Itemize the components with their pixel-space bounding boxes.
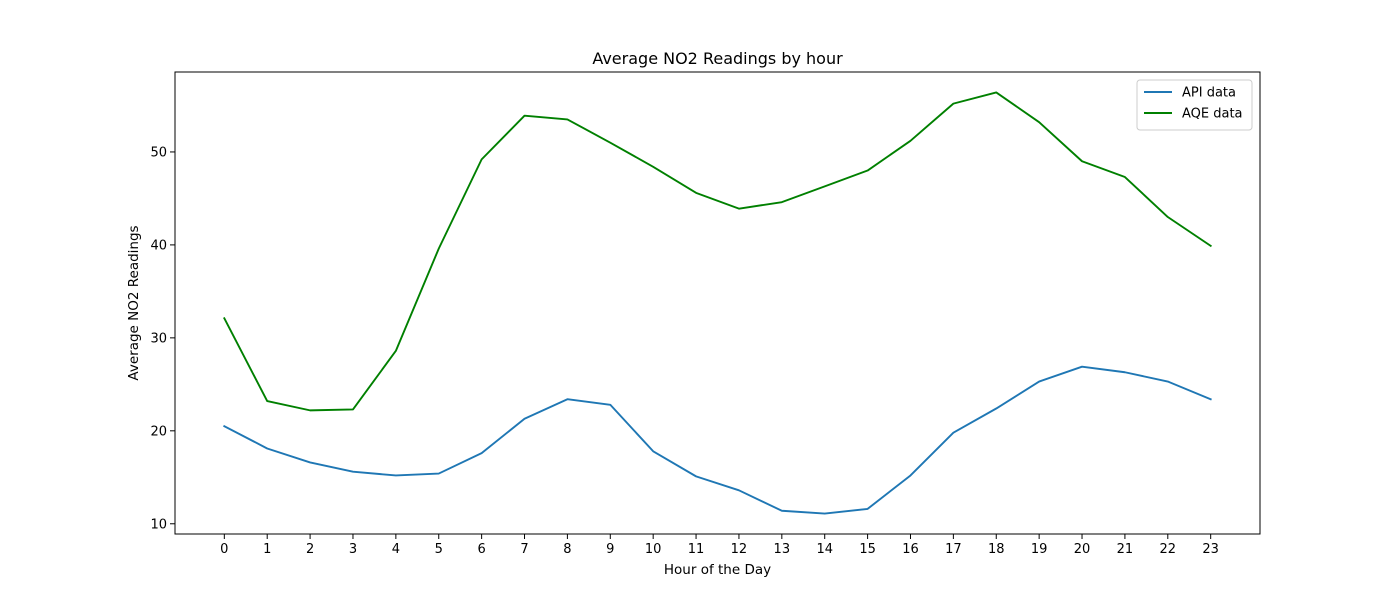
legend: API data AQE data [1136, 79, 1253, 131]
x-tick-label: 20 [1074, 542, 1091, 557]
x-tick-label: 11 [688, 542, 705, 557]
series-line-2 [223, 91, 1212, 412]
x-tick-label: 7 [520, 542, 528, 557]
x-axis-label: Hour of the Day [664, 562, 771, 578]
plot-area: 0 1 2 3 4 5 6 7 8 9 10 11 12 13 14 15 16 17 18 19 20 21 22 2310… [150, 71, 1261, 557]
y-tick-label: 30 [150, 331, 167, 346]
x-tick-label: 22 [1160, 542, 1177, 557]
x-tick-label: 13 [774, 542, 791, 557]
x-tick-label: 3 [349, 542, 357, 557]
x-tick-label: 0 [220, 542, 228, 557]
axes-frame [174, 71, 1261, 535]
x-tick-label: 16 [902, 542, 919, 557]
x-tick-label: 19 [1031, 542, 1048, 557]
y-axis-label: Average NO2 Readings [126, 225, 142, 380]
x-tick-label: 12 [731, 542, 748, 557]
x-tick-label: 9 [606, 542, 614, 557]
legend-label-1: API data [1182, 86, 1236, 101]
x-tick-label: 15 [859, 542, 876, 557]
series-line-1 [223, 365, 1212, 515]
x-tick-label: 5 [435, 542, 443, 557]
y-tick-label: 20 [150, 424, 167, 439]
x-tick-label: 18 [988, 542, 1005, 557]
x-tick-label: 23 [1202, 542, 1219, 557]
y-tick-label: 50 [150, 145, 167, 160]
x-tick-label: 17 [945, 542, 962, 557]
x-tick-label: 4 [392, 542, 400, 557]
x-tick-label: 6 [477, 542, 485, 557]
y-tick-label: 40 [150, 238, 167, 253]
x-tick-label: 1 [263, 542, 271, 557]
x-tick-label: 10 [645, 542, 662, 557]
legend-label-2: AQE data [1182, 107, 1243, 122]
x-tick-label: 21 [1117, 542, 1134, 557]
chart-title: Average NO2 Readings by hour [592, 49, 843, 68]
x-tick-label: 8 [563, 542, 571, 557]
x-tick-label: 14 [816, 542, 833, 557]
y-tick-label: 10 [150, 517, 167, 532]
x-tick-label: 2 [306, 542, 314, 557]
